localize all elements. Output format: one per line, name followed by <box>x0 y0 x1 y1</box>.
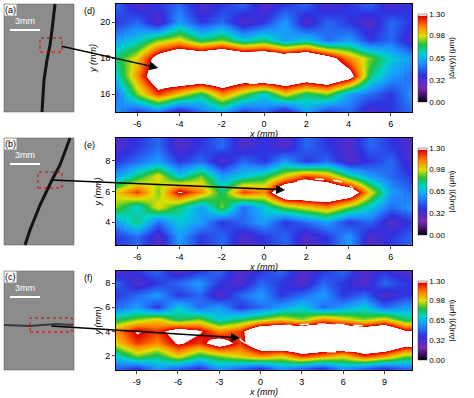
svg-text:2: 2 <box>105 351 110 361</box>
svg-text:x (mm): x (mm) <box>249 262 278 272</box>
svg-text:4: 4 <box>346 119 351 129</box>
svg-text:6: 6 <box>341 377 346 387</box>
svg-text:0: 0 <box>258 377 263 387</box>
svg-text:6: 6 <box>105 187 110 197</box>
svg-text:20: 20 <box>100 17 110 27</box>
svg-text:y (mm): y (mm) <box>93 178 103 207</box>
svg-text:8: 8 <box>105 278 110 288</box>
svg-text:0.00: 0.00 <box>429 231 445 240</box>
svg-text:-9: -9 <box>133 377 141 387</box>
svg-text:|Δu(y)| (μm): |Δu(y)| (μm) <box>447 170 456 212</box>
svg-text:(a): (a) <box>5 5 16 15</box>
svg-text:1.30: 1.30 <box>429 10 445 19</box>
svg-text:-6: -6 <box>133 252 141 262</box>
svg-text:(f): (f) <box>84 273 93 283</box>
svg-text:0.65: 0.65 <box>429 316 445 325</box>
svg-text:9: 9 <box>382 377 387 387</box>
svg-text:(d): (d) <box>84 6 95 16</box>
svg-text:x (mm): x (mm) <box>249 129 278 139</box>
svg-text:y (mm): y (mm) <box>88 44 98 73</box>
svg-text:(b): (b) <box>5 139 16 149</box>
svg-text:-4: -4 <box>175 252 183 262</box>
svg-text:-6: -6 <box>133 119 141 129</box>
svg-text:-3: -3 <box>215 377 223 387</box>
svg-text:3mm: 3mm <box>15 283 35 293</box>
svg-text:-2: -2 <box>218 119 226 129</box>
svg-text:x (mm): x (mm) <box>249 387 278 397</box>
svg-text:2: 2 <box>304 252 309 262</box>
svg-text:0.00: 0.00 <box>429 98 445 107</box>
svg-text:y (mm): y (mm) <box>93 307 103 336</box>
svg-text:0.65: 0.65 <box>429 54 445 63</box>
svg-text:0: 0 <box>261 252 266 262</box>
svg-text:3mm: 3mm <box>15 150 35 160</box>
svg-text:16: 16 <box>100 89 110 99</box>
svg-text:0.32: 0.32 <box>429 336 445 345</box>
svg-text:|Δu(y)| (μm): |Δu(y)| (μm) <box>447 299 456 341</box>
svg-text:0.65: 0.65 <box>429 187 445 196</box>
svg-text:18: 18 <box>100 53 110 63</box>
svg-text:3: 3 <box>299 377 304 387</box>
svg-text:6: 6 <box>388 252 393 262</box>
svg-text:-4: -4 <box>175 119 183 129</box>
svg-text:0.98: 0.98 <box>429 31 445 40</box>
svg-text:-2: -2 <box>218 252 226 262</box>
svg-text:(c): (c) <box>5 272 16 282</box>
svg-text:0.32: 0.32 <box>429 209 445 218</box>
svg-text:(e): (e) <box>84 140 95 150</box>
svg-text:2: 2 <box>304 119 309 129</box>
svg-text:3mm: 3mm <box>15 16 35 26</box>
svg-text:0.98: 0.98 <box>429 296 445 305</box>
svg-text:8: 8 <box>105 156 110 166</box>
svg-text:6: 6 <box>388 119 393 129</box>
svg-text:6: 6 <box>105 302 110 312</box>
svg-text:1.30: 1.30 <box>429 144 445 153</box>
svg-text:|Δu(y)| (μm): |Δu(y)| (μm) <box>447 37 456 79</box>
svg-text:-6: -6 <box>174 377 182 387</box>
svg-text:4: 4 <box>105 327 110 337</box>
svg-text:0: 0 <box>261 119 266 129</box>
svg-text:0.00: 0.00 <box>429 356 445 365</box>
svg-text:0.32: 0.32 <box>429 76 445 85</box>
svg-text:4: 4 <box>105 217 110 227</box>
svg-text:4: 4 <box>346 252 351 262</box>
svg-text:0.98: 0.98 <box>429 165 445 174</box>
svg-text:1.30: 1.30 <box>429 277 445 286</box>
